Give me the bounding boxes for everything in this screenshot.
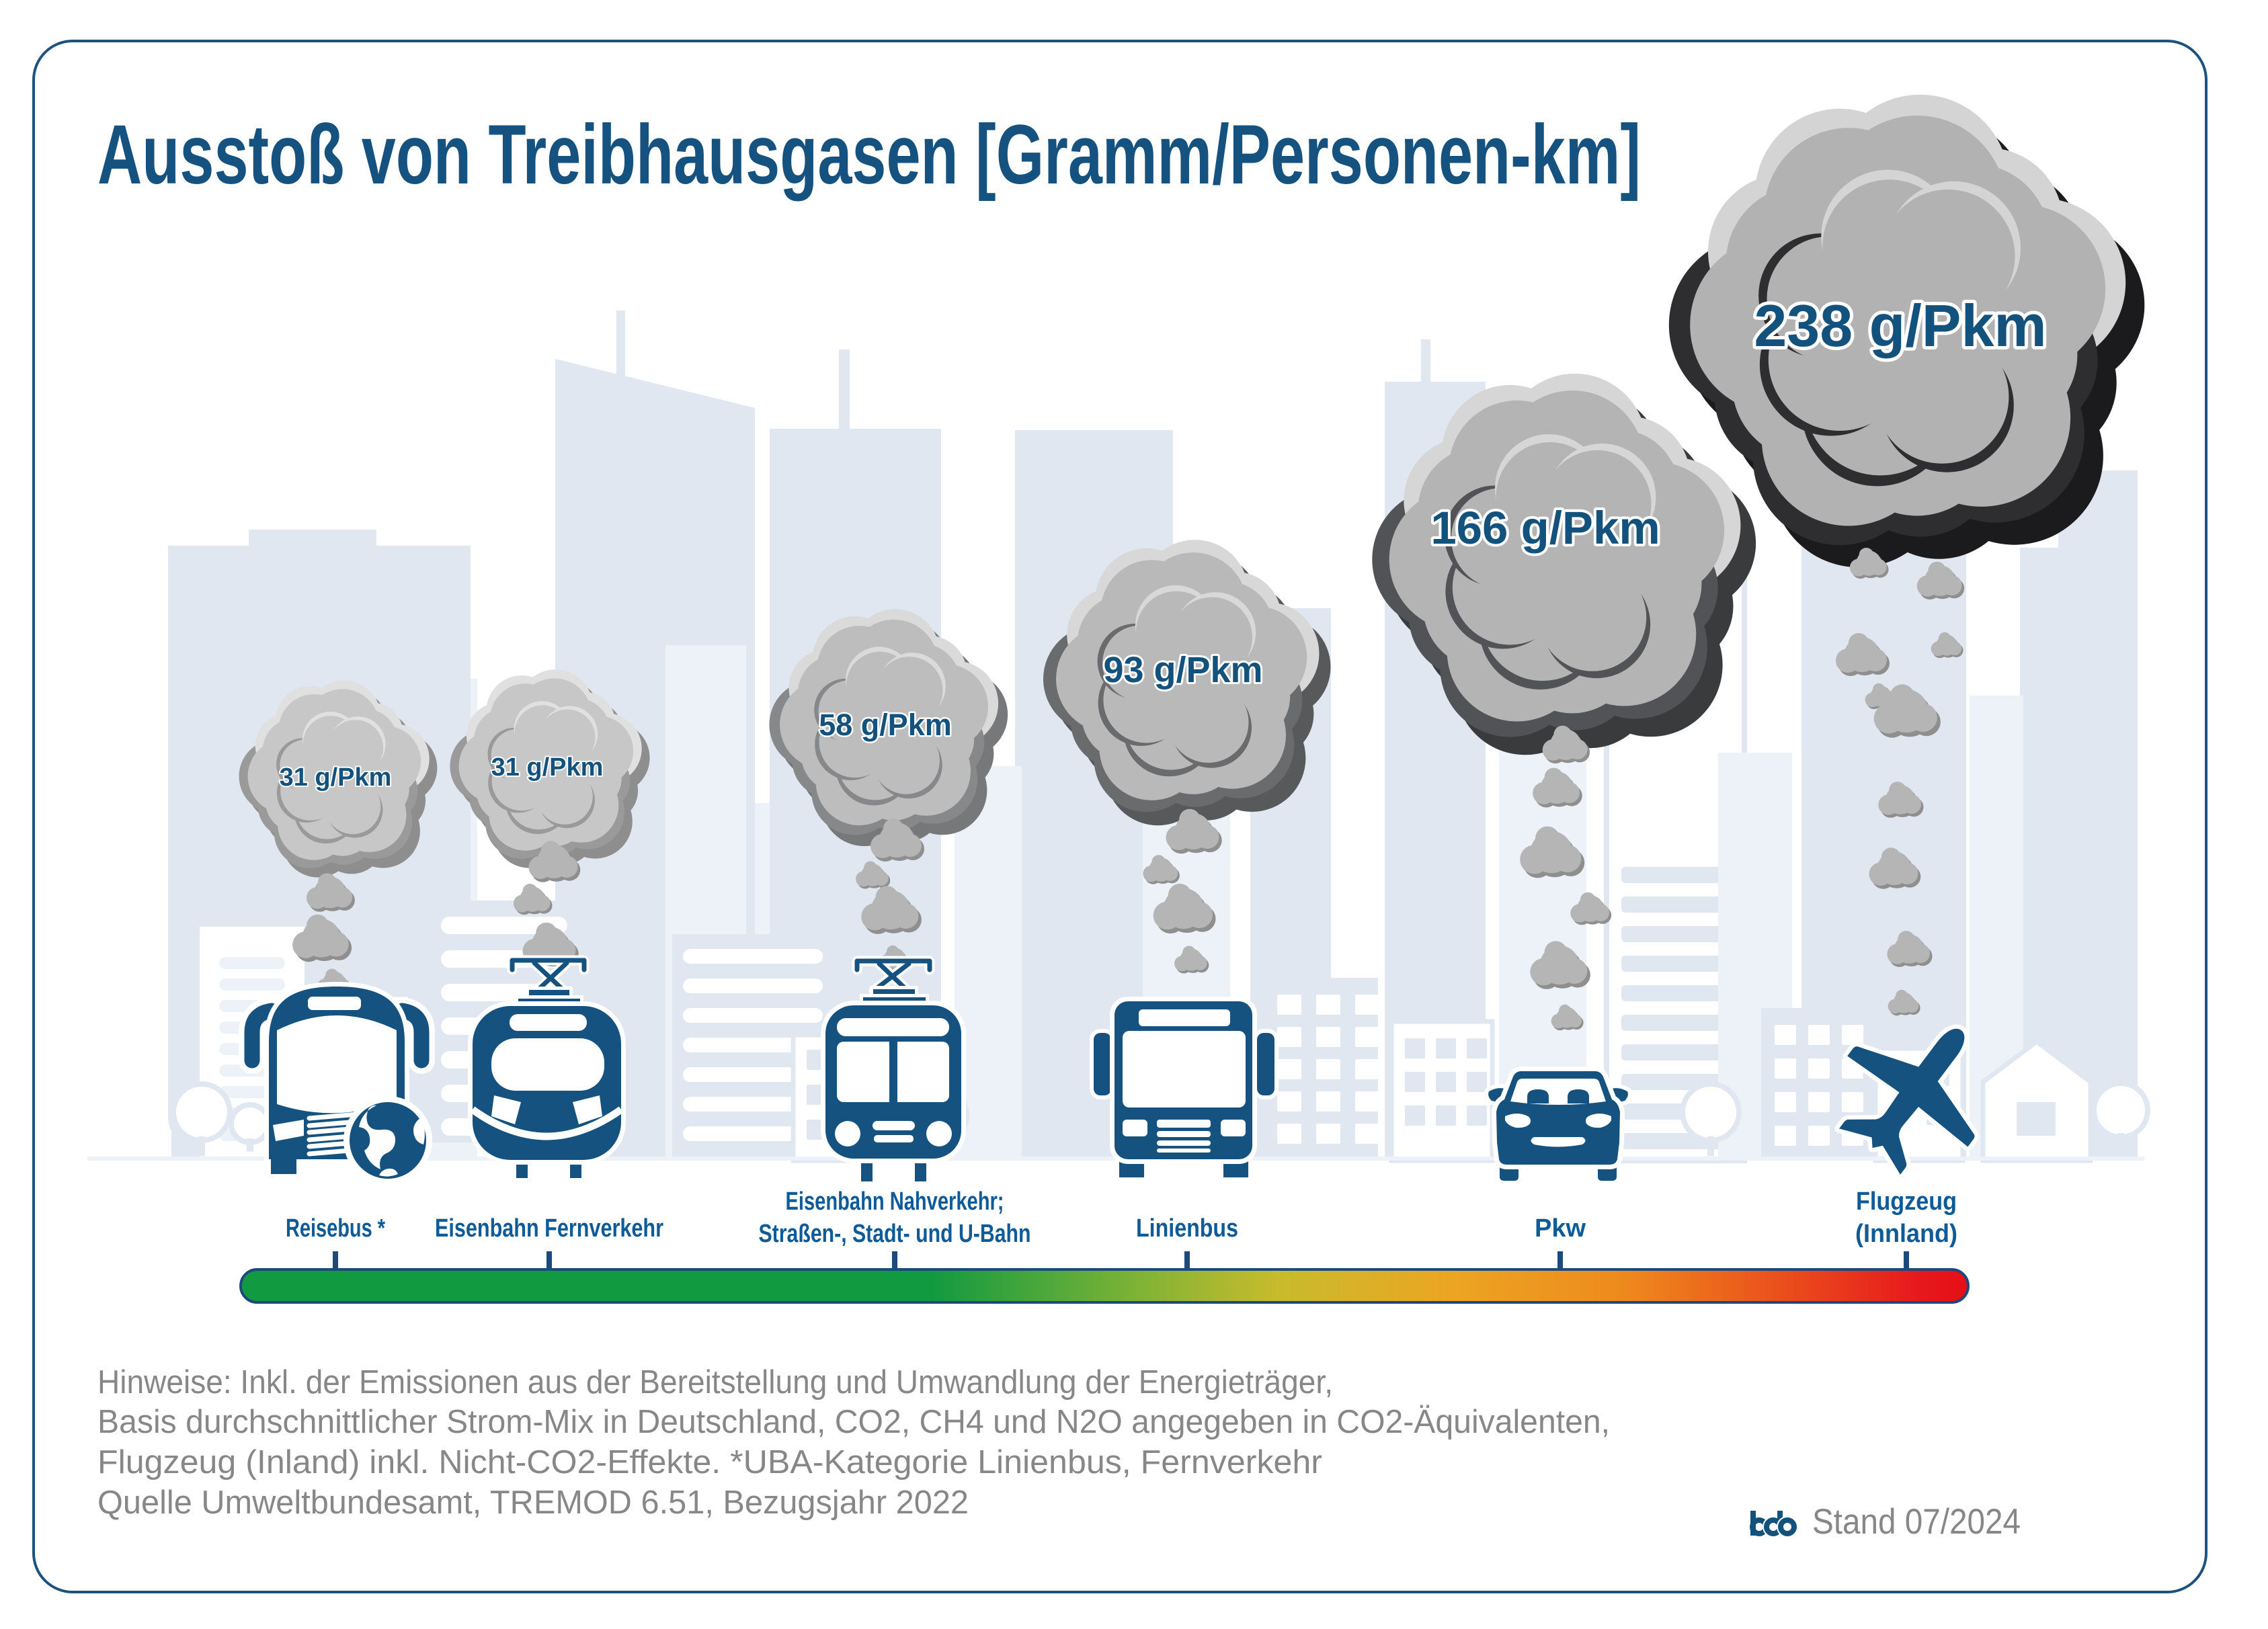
svg-text:Pkw: Pkw — [1535, 1214, 1586, 1243]
svg-text:Eisenbahn Fernverkehr: Eisenbahn Fernverkehr — [435, 1214, 663, 1243]
svg-text:Ausstoß von Treibhausgasen [Gr: Ausstoß von Treibhausgasen [Gramm/Person… — [97, 108, 1641, 202]
svg-text:Stand 07/2024: Stand 07/2024 — [1812, 1502, 2021, 1542]
svg-text:166 g/Pkm: 166 g/Pkm — [1430, 502, 1660, 554]
svg-text:Hinweise: Inkl. der Emissionen: Hinweise: Inkl. der Emissionen aus der B… — [97, 1364, 1333, 1401]
svg-text:Reisebus *: Reisebus * — [286, 1214, 385, 1243]
svg-text:Flugzeug: Flugzeug — [1856, 1187, 1957, 1216]
svg-text:Straßen-, Stadt- und U-Bahn: Straßen-, Stadt- und U-Bahn — [759, 1220, 1031, 1248]
svg-text:Eisenbahn Nahverkehr;: Eisenbahn Nahverkehr; — [786, 1187, 1004, 1216]
svg-text:93 g/Pkm: 93 g/Pkm — [1103, 650, 1262, 690]
svg-text:238 g/Pkm: 238 g/Pkm — [1754, 292, 2046, 359]
svg-text:Linienbus: Linienbus — [1136, 1214, 1238, 1243]
svg-text:31 g/Pkm: 31 g/Pkm — [491, 753, 604, 782]
svg-text:58 g/Pkm: 58 g/Pkm — [819, 708, 952, 742]
svg-text:Quelle Umweltbundesamt, TREMOD: Quelle Umweltbundesamt, TREMOD 6.51, Bez… — [97, 1485, 969, 1521]
svg-text:Basis durchschnittlicher Strom: Basis durchschnittlicher Strom-Mix in De… — [97, 1404, 1610, 1440]
svg-text:Flugzeug (Inland) inkl. Nicht-: Flugzeug (Inland) inkl. Nicht-CO2-Effekt… — [97, 1444, 1322, 1480]
svg-text:(Innland): (Innland) — [1855, 1220, 1957, 1248]
svg-text:31 g/Pkm: 31 g/Pkm — [280, 763, 392, 792]
